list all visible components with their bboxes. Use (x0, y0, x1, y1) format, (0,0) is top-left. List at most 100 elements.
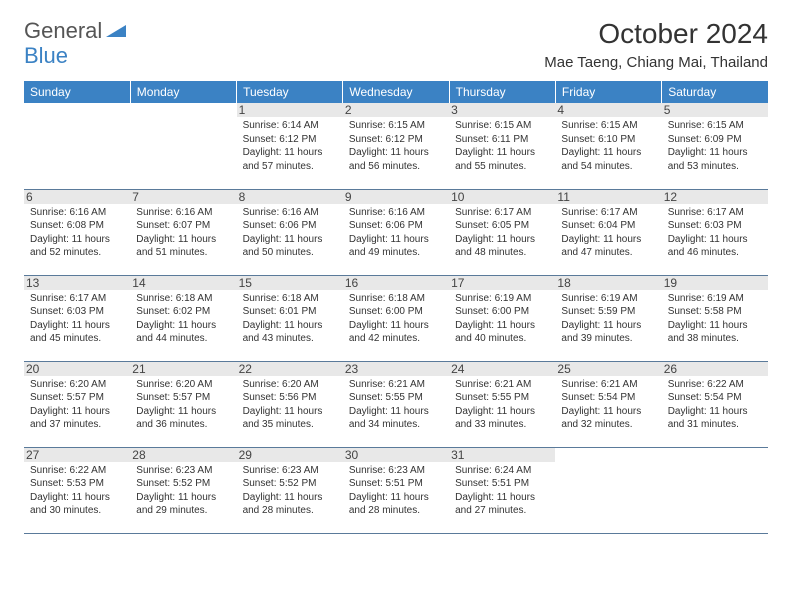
calendar-body: 1Sunrise: 6:14 AMSunset: 6:12 PMDaylight… (24, 103, 768, 533)
day-number: 6 (24, 190, 130, 204)
day-number: 26 (662, 362, 768, 376)
day-number: 22 (237, 362, 343, 376)
day-number: 15 (237, 276, 343, 290)
day-info: Sunrise: 6:22 AMSunset: 5:54 PMDaylight:… (668, 378, 762, 432)
day-number: 24 (449, 362, 555, 376)
page-header: General October 2024 Mae Taeng, Chiang M… (24, 18, 768, 71)
calendar-day-cell: 16 Sunrise: 6:18 AMSunset: 6:00 PMDayligh… (343, 275, 449, 361)
calendar-table: SundayMondayTuesdayWednesdayThursdayFrid… (24, 81, 768, 534)
day-number: 28 (130, 448, 236, 462)
calendar-day-cell: 30 Sunrise: 6:23 AMSunset: 5:51 PMDayligh… (343, 447, 449, 533)
day-number: 17 (449, 276, 555, 290)
calendar-day-cell: 12 Sunrise: 6:17 AMSunset: 6:03 PMDayligh… (662, 189, 768, 275)
calendar-week-row: 1Sunrise: 6:14 AMSunset: 6:12 PMDaylight… (24, 103, 768, 189)
calendar-day-cell (130, 103, 236, 189)
brand-triangle-icon (106, 21, 126, 42)
day-number: 9 (343, 190, 449, 204)
calendar-day-cell: 15 Sunrise: 6:18 AMSunset: 6:01 PMDayligh… (237, 275, 343, 361)
day-info: Sunrise: 6:21 AMSunset: 5:54 PMDaylight:… (561, 378, 655, 432)
day-number: 8 (237, 190, 343, 204)
calendar-week-row: 20 Sunrise: 6:20 AMSunset: 5:57 PMDayligh… (24, 361, 768, 447)
day-info: Sunrise: 6:19 AMSunset: 6:00 PMDaylight:… (455, 292, 549, 346)
location-label: Mae Taeng, Chiang Mai, Thailand (544, 54, 768, 71)
day-info: Sunrise: 6:20 AMSunset: 5:57 PMDaylight:… (136, 378, 230, 432)
calendar-day-cell: 26 Sunrise: 6:22 AMSunset: 5:54 PMDayligh… (662, 361, 768, 447)
calendar-day-cell: 18Sunrise: 6:19 AMSunset: 5:59 PMDayligh… (555, 275, 661, 361)
day-number: 25 (555, 362, 661, 376)
calendar-day-cell: 6 Sunrise: 6:16 AMSunset: 6:08 PMDaylight… (24, 189, 130, 275)
calendar-day-cell: 8 Sunrise: 6:16 AMSunset: 6:06 PMDaylight… (237, 189, 343, 275)
day-info: Sunrise: 6:16 AMSunset: 6:06 PMDaylight:… (349, 206, 443, 260)
day-info: Sunrise: 6:20 AMSunset: 5:56 PMDaylight:… (243, 378, 337, 432)
day-info: Sunrise: 6:24 AMSunset: 5:51 PMDaylight:… (455, 464, 549, 518)
day-info: Sunrise: 6:16 AMSunset: 6:08 PMDaylight:… (30, 206, 124, 260)
day-number: 7 (130, 190, 236, 204)
day-number: 29 (237, 448, 343, 462)
day-number: 23 (343, 362, 449, 376)
day-number: 16 (343, 276, 449, 290)
day-number: 19 (662, 276, 768, 290)
day-info: Sunrise: 6:20 AMSunset: 5:57 PMDaylight:… (30, 378, 124, 432)
day-info: Sunrise: 6:23 AMSunset: 5:52 PMDaylight:… (136, 464, 230, 518)
day-info: Sunrise: 6:21 AMSunset: 5:55 PMDaylight:… (455, 378, 549, 432)
day-info: Sunrise: 6:19 AMSunset: 5:58 PMDaylight:… (668, 292, 762, 346)
day-info: Sunrise: 6:18 AMSunset: 6:00 PMDaylight:… (349, 292, 443, 346)
day-info: Sunrise: 6:17 AMSunset: 6:03 PMDaylight:… (30, 292, 124, 346)
calendar-day-cell: 20 Sunrise: 6:20 AMSunset: 5:57 PMDayligh… (24, 361, 130, 447)
calendar-day-cell (24, 103, 130, 189)
day-info: Sunrise: 6:15 AMSunset: 6:10 PMDaylight:… (561, 119, 655, 173)
weekday-header: Thursday (449, 81, 555, 103)
day-info: Sunrise: 6:21 AMSunset: 5:55 PMDaylight:… (349, 378, 443, 432)
day-number: 20 (24, 362, 130, 376)
weekday-header-row: SundayMondayTuesdayWednesdayThursdayFrid… (24, 81, 768, 103)
day-number: 21 (130, 362, 236, 376)
brand-part2: Blue (24, 43, 68, 68)
day-info: Sunrise: 6:16 AMSunset: 6:07 PMDaylight:… (136, 206, 230, 260)
day-info: Sunrise: 6:15 AMSunset: 6:12 PMDaylight:… (349, 119, 443, 173)
calendar-day-cell: 13 Sunrise: 6:17 AMSunset: 6:03 PMDayligh… (24, 275, 130, 361)
day-number: 2 (343, 103, 449, 117)
day-number: 4 (555, 103, 661, 117)
calendar-day-cell: 5 Sunrise: 6:15 AMSunset: 6:09 PMDaylight… (662, 103, 768, 189)
calendar-day-cell: 22 Sunrise: 6:20 AMSunset: 5:56 PMDayligh… (237, 361, 343, 447)
calendar-week-row: 13 Sunrise: 6:17 AMSunset: 6:03 PMDayligh… (24, 275, 768, 361)
day-info: Sunrise: 6:17 AMSunset: 6:03 PMDaylight:… (668, 206, 762, 260)
brand-part1: General (24, 18, 102, 44)
day-number: 30 (343, 448, 449, 462)
day-number: 13 (24, 276, 130, 290)
day-number: 3 (449, 103, 555, 117)
day-info: Sunrise: 6:22 AMSunset: 5:53 PMDaylight:… (30, 464, 124, 518)
calendar-day-cell: 4 Sunrise: 6:15 AMSunset: 6:10 PMDaylight… (555, 103, 661, 189)
day-info: Sunrise: 6:17 AMSunset: 6:04 PMDaylight:… (561, 206, 655, 260)
day-info: Sunrise: 6:23 AMSunset: 5:52 PMDaylight:… (243, 464, 337, 518)
day-number: 10 (449, 190, 555, 204)
weekday-header: Friday (555, 81, 661, 103)
calendar-day-cell: 25 Sunrise: 6:21 AMSunset: 5:54 PMDayligh… (555, 361, 661, 447)
day-info: Sunrise: 6:18 AMSunset: 6:02 PMDaylight:… (136, 292, 230, 346)
calendar-day-cell (555, 447, 661, 533)
calendar-day-cell: 19 Sunrise: 6:19 AMSunset: 5:58 PMDayligh… (662, 275, 768, 361)
calendar-day-cell: 31Sunrise: 6:24 AMSunset: 5:51 PMDayligh… (449, 447, 555, 533)
calendar-day-cell: 9 Sunrise: 6:16 AMSunset: 6:06 PMDaylight… (343, 189, 449, 275)
calendar-day-cell (662, 447, 768, 533)
day-info: Sunrise: 6:15 AMSunset: 6:11 PMDaylight:… (455, 119, 549, 173)
day-info: Sunrise: 6:23 AMSunset: 5:51 PMDaylight:… (349, 464, 443, 518)
calendar-week-row: 6 Sunrise: 6:16 AMSunset: 6:08 PMDaylight… (24, 189, 768, 275)
day-number: 14 (130, 276, 236, 290)
day-info: Sunrise: 6:18 AMSunset: 6:01 PMDaylight:… (243, 292, 337, 346)
day-number: 11 (555, 190, 661, 204)
day-info: Sunrise: 6:14 AMSunset: 6:12 PMDaylight:… (243, 119, 337, 173)
day-info: Sunrise: 6:16 AMSunset: 6:06 PMDaylight:… (243, 206, 337, 260)
calendar-day-cell: 14 Sunrise: 6:18 AMSunset: 6:02 PMDayligh… (130, 275, 236, 361)
calendar-day-cell: 29 Sunrise: 6:23 AMSunset: 5:52 PMDayligh… (237, 447, 343, 533)
day-number: 12 (662, 190, 768, 204)
calendar-day-cell: 23 Sunrise: 6:21 AMSunset: 5:55 PMDayligh… (343, 361, 449, 447)
calendar-week-row: 27Sunrise: 6:22 AMSunset: 5:53 PMDayligh… (24, 447, 768, 533)
title-block: October 2024 Mae Taeng, Chiang Mai, Thai… (544, 18, 768, 71)
calendar-day-cell: 2 Sunrise: 6:15 AMSunset: 6:12 PMDaylight… (343, 103, 449, 189)
day-info: Sunrise: 6:15 AMSunset: 6:09 PMDaylight:… (668, 119, 762, 173)
day-number: 5 (662, 103, 768, 117)
calendar-day-cell: 27Sunrise: 6:22 AMSunset: 5:53 PMDayligh… (24, 447, 130, 533)
calendar-day-cell: 10Sunrise: 6:17 AMSunset: 6:05 PMDayligh… (449, 189, 555, 275)
weekday-header: Wednesday (343, 81, 449, 103)
